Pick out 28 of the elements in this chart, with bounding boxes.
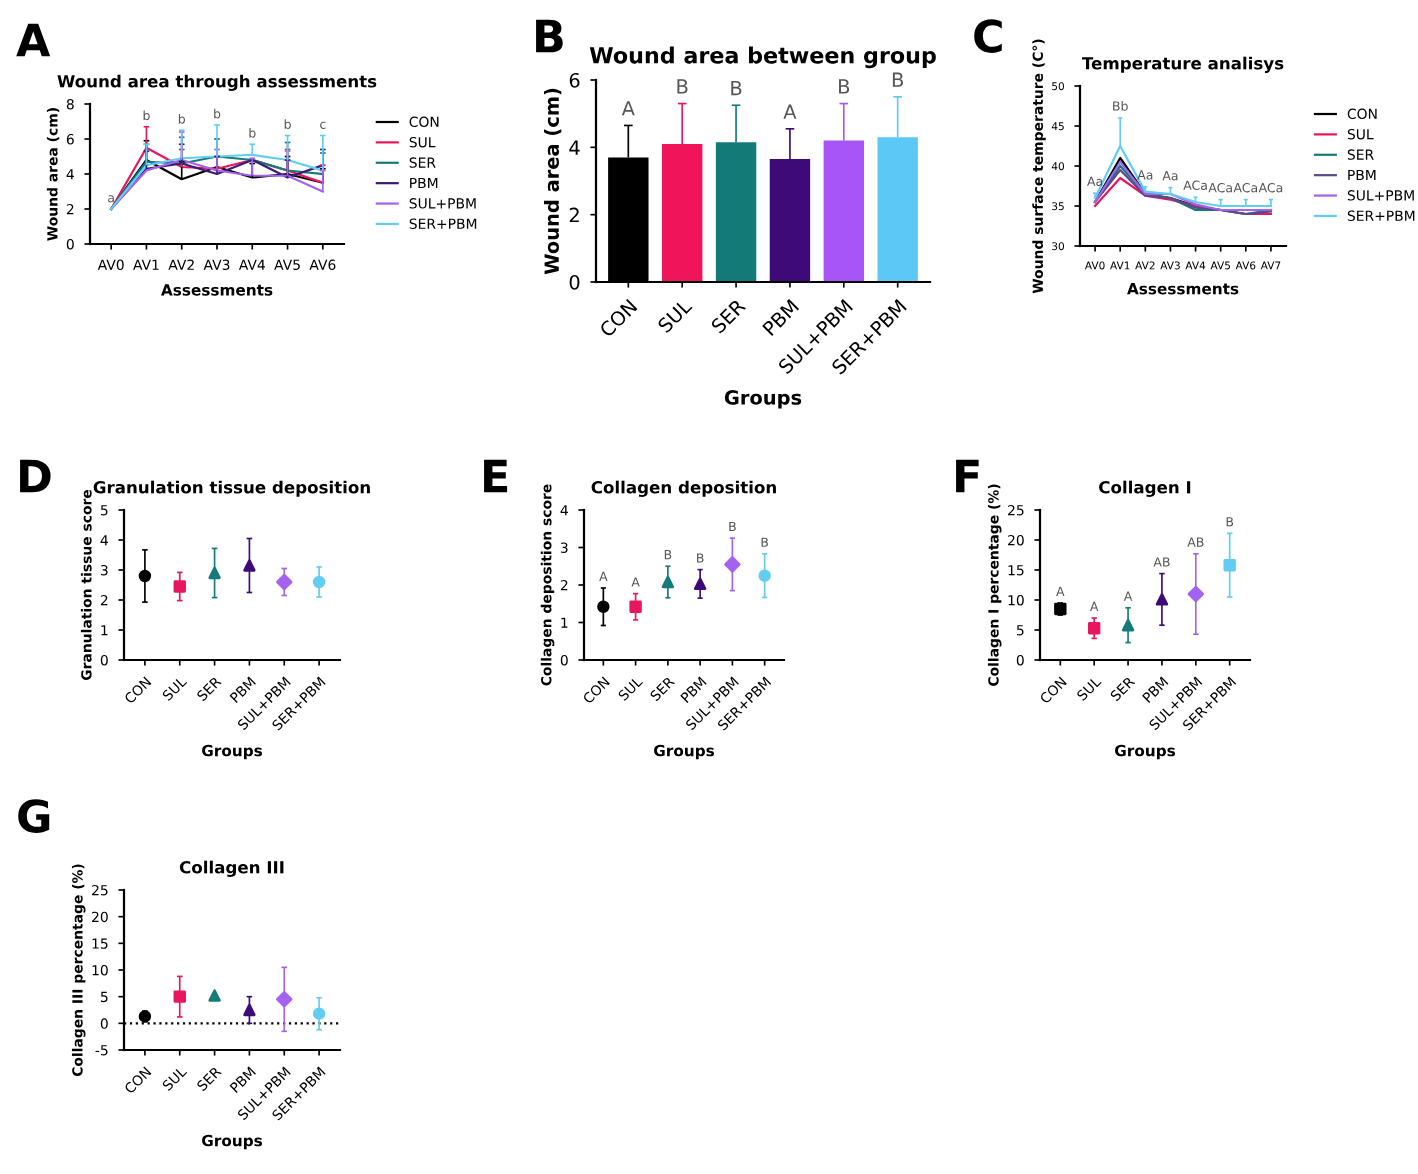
text: B	[536, 19, 563, 53]
y-tick-label: 4	[569, 140, 580, 155]
x-tick-label: SUL	[656, 297, 693, 334]
text: E	[484, 459, 508, 493]
text: G	[18, 799, 50, 833]
chart-title: Granulation tissue deposition	[93, 480, 370, 497]
annotation: A	[621, 101, 635, 116]
annotation: B	[677, 79, 688, 94]
chart-title: Wound area between group	[589, 46, 936, 69]
annotation: A	[783, 104, 797, 119]
y-axis-title: Wound area (cm)	[543, 88, 562, 275]
annotation: B	[839, 79, 850, 94]
y-tick-label: 0	[569, 274, 580, 290]
annotation: B	[892, 72, 903, 87]
chart-title: Temperature analisys	[1081, 56, 1284, 73]
text: F	[956, 459, 979, 493]
x-tick-label: SER	[710, 297, 747, 334]
chart-title: Wound area through assessments	[57, 74, 377, 91]
annotation: B	[731, 80, 742, 96]
text: A	[16, 23, 51, 57]
chart-title: Collagen deposition	[591, 480, 776, 497]
text: D	[20, 459, 51, 493]
x-axis-title: Groups	[724, 390, 802, 409]
chart-title: Collagen I	[1099, 480, 1191, 497]
chart-title: Collagen III	[179, 860, 284, 877]
y-tick-label: 6	[569, 72, 580, 88]
y-tick-label: 2	[569, 207, 579, 223]
text: C	[974, 19, 1002, 53]
